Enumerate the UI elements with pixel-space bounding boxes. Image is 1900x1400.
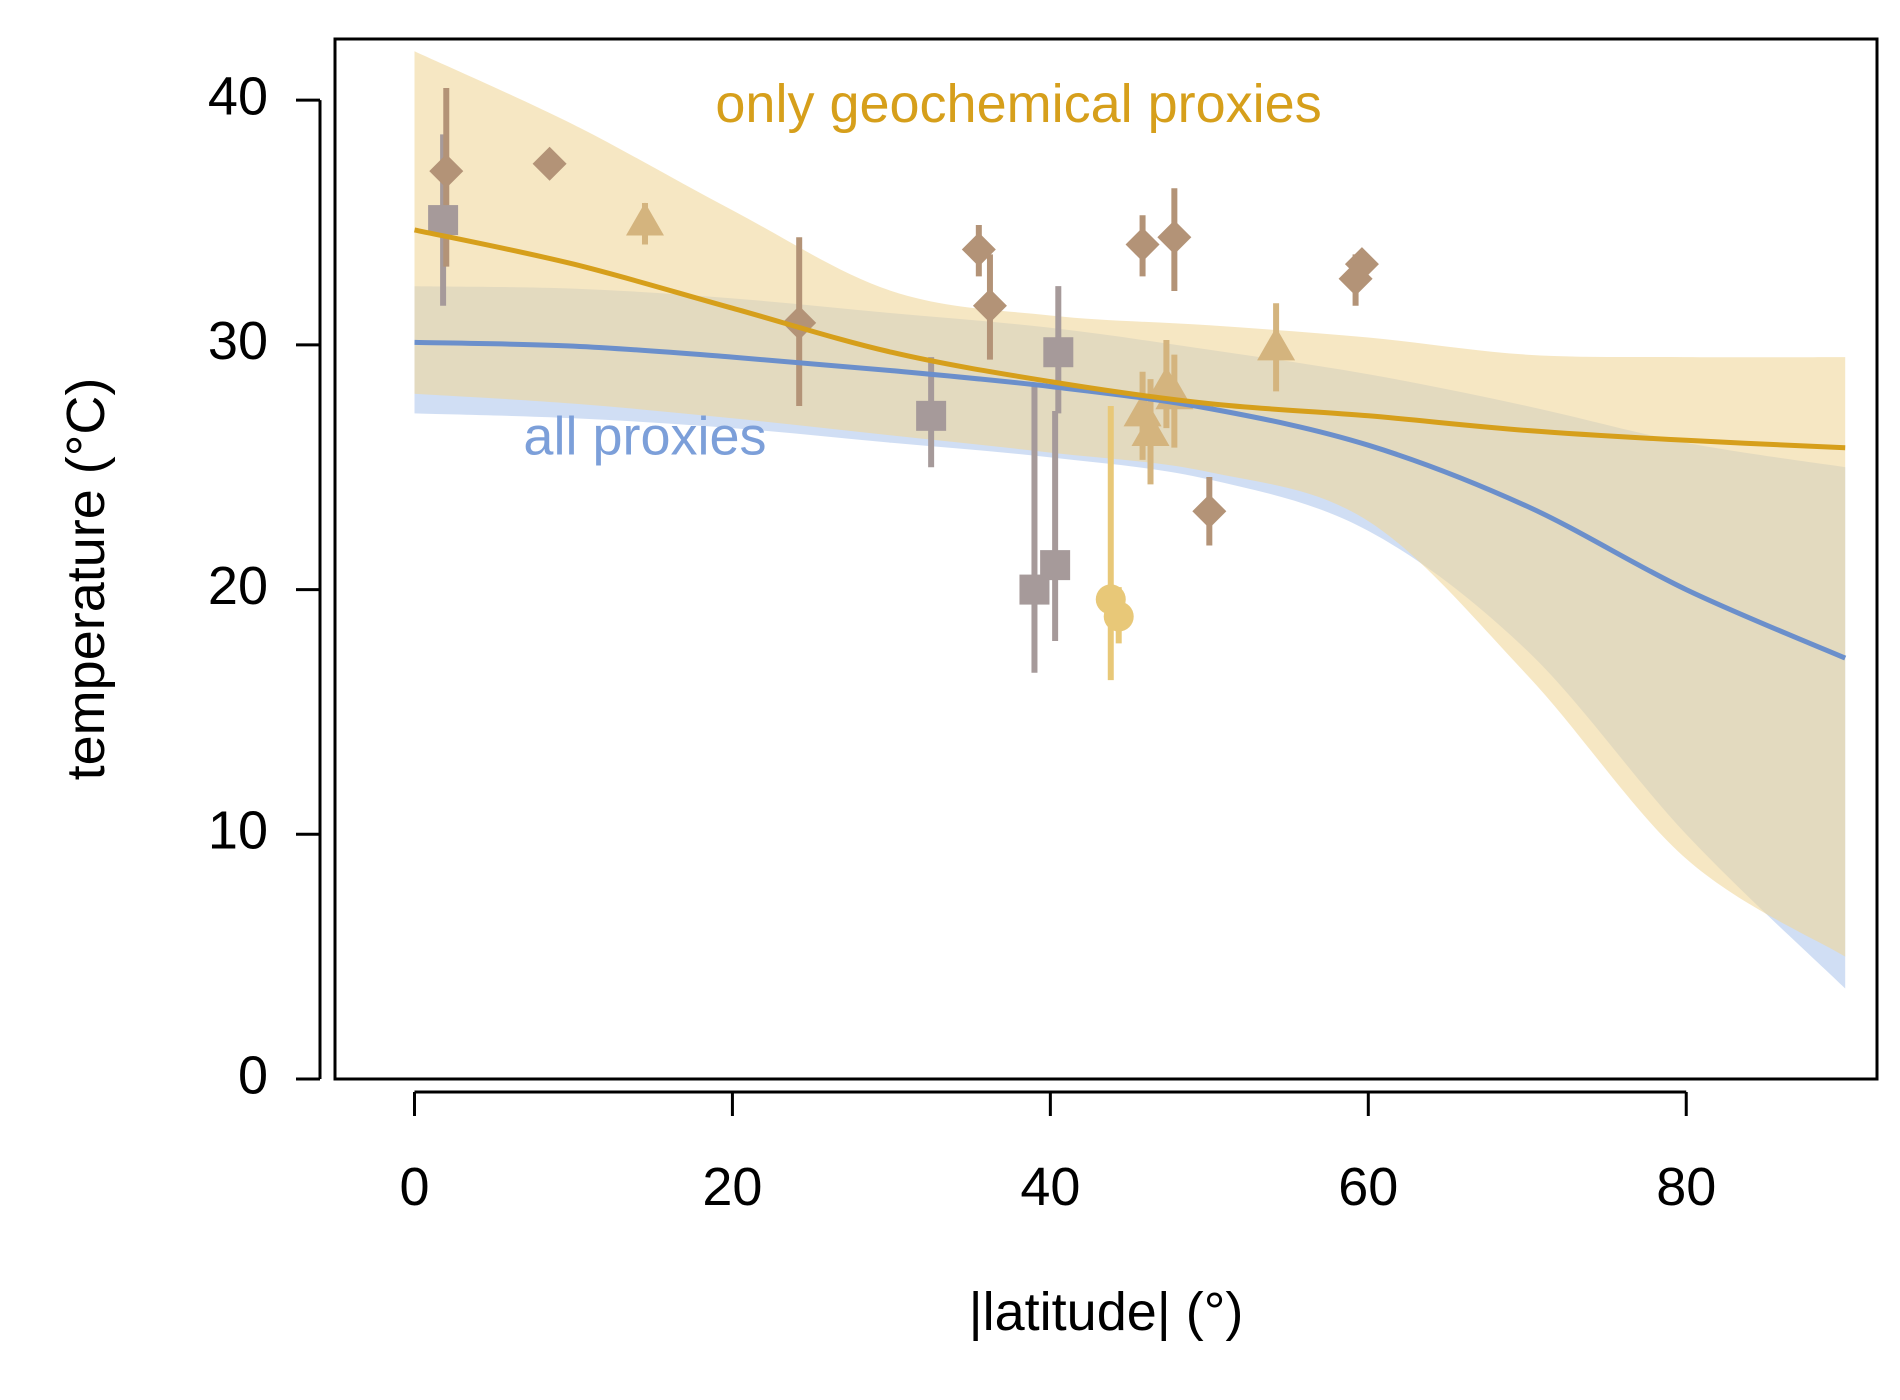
all-proxies-label: all proxies [523,407,766,467]
diamond-marker [532,146,567,181]
x-axis-label: |latitude| (°) [969,1282,1244,1342]
diamond-marker [1125,227,1160,262]
diamond-marker [1344,247,1379,282]
x-tick-label: 20 [702,1157,762,1217]
square-marker [1043,337,1074,368]
y-tick-label: 0 [238,1045,268,1105]
square-marker [916,400,947,431]
axes: 0 20 40 60 80 |latitude| (°) 0 10 20 30 40 temperat… [56,37,1879,1342]
triangle-marker [1257,327,1296,361]
triangle-marker [625,202,664,236]
diamond-marker [961,232,996,267]
diamond-marker [429,154,464,189]
plot-frame [333,37,1879,1081]
diamond-marker [1192,494,1227,529]
x-tick-label: 80 [1656,1157,1716,1217]
fit-line-geochemical [413,227,1846,451]
triangle-marker [1131,412,1170,446]
circle-marker [1103,601,1134,632]
fit-lines [413,227,1847,661]
y-axis-label: temperature (°C) [56,378,116,781]
x-tick-label: 60 [1338,1157,1398,1217]
square-marker [1040,550,1071,581]
y-tick-label: 10 [208,801,268,861]
diamond-marker [972,288,1007,323]
confidence-bands [414,51,1846,989]
annotations: only geochemical proxies all proxies [523,74,1321,467]
band-geochemical [414,51,1846,957]
x-tick-label: 0 [399,1157,429,1217]
x-tick-label: 40 [1020,1157,1080,1217]
y-tick-label: 20 [208,556,268,616]
data-markers [428,146,1379,632]
y-tick-label: 40 [208,66,268,126]
square-marker [428,205,459,236]
geochem-label: only geochemical proxies [715,74,1321,134]
diamond-marker [1157,220,1192,255]
y-tick-label: 30 [208,311,268,371]
